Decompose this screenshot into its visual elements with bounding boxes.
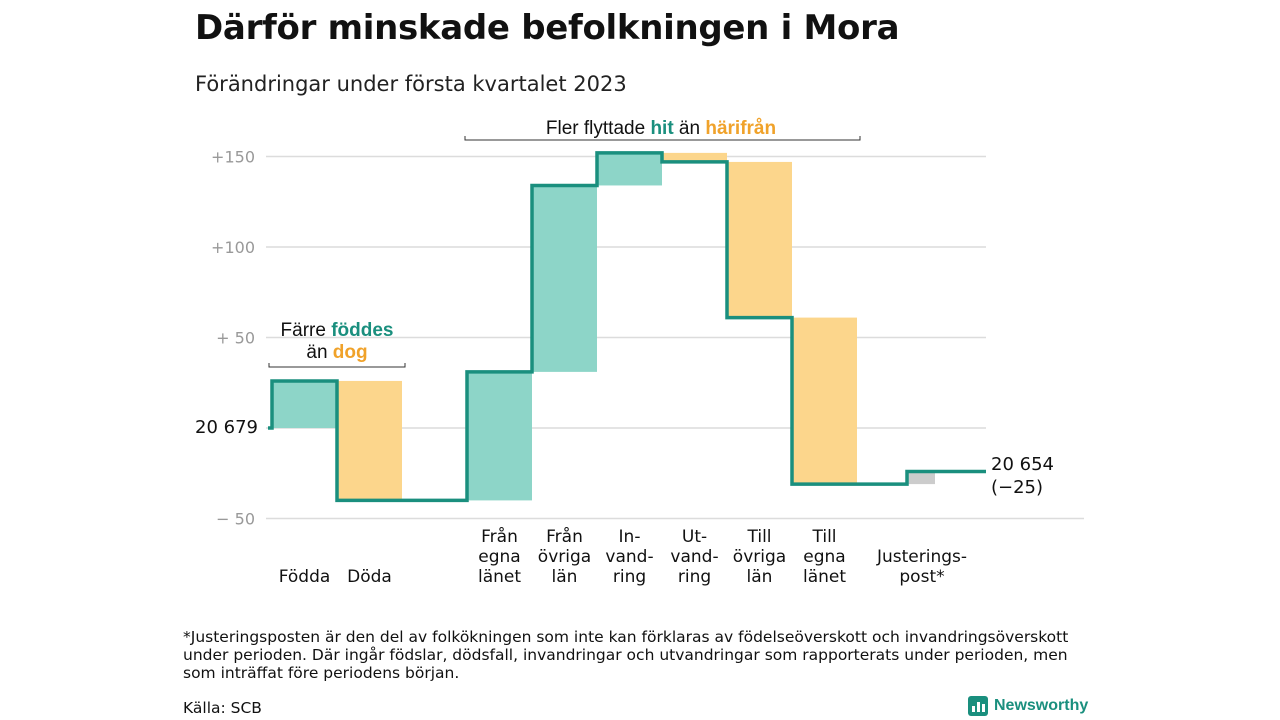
x-label-7-1: övriga: [733, 547, 786, 567]
y-tick-label-2: + 50: [216, 329, 255, 348]
x-label-5-0: In-: [619, 527, 641, 547]
x-label-8-1: egna: [803, 547, 845, 567]
x-label-0-0: Födda: [279, 567, 331, 587]
x-label-8-2: länet: [803, 567, 846, 587]
annotation-moves-part-1: hit: [650, 118, 674, 139]
annotation-moves-part-3: härifrån: [705, 118, 776, 139]
bar-5: [597, 152, 662, 186]
x-label-5-1: vand-: [605, 547, 653, 567]
chart-subtitle: Förändringar under första kvartalet 2023: [195, 72, 627, 96]
bar-6: [662, 152, 727, 162]
annotation-births-bracket: [268, 363, 406, 368]
bar-0: [272, 380, 337, 428]
x-label-5-2: ring: [613, 567, 646, 587]
bar-9: [907, 471, 935, 485]
x-label-4-1: övriga: [538, 547, 591, 567]
bar-1: [337, 380, 402, 501]
annotation-moves-bracket: [464, 136, 861, 141]
y-tick-label-1: +100: [211, 238, 255, 257]
x-label-3-1: egna: [478, 547, 520, 567]
annotation-births-line1-part-1: föddes: [331, 320, 393, 341]
annotation-moves: Fler flyttade hit än härifrån: [546, 118, 776, 139]
brand: Newsworthy: [968, 696, 1088, 716]
annotation-moves-part-2: än: [674, 118, 706, 139]
x-label-6-2: ring: [678, 567, 711, 587]
x-label-6-1: vand-: [670, 547, 718, 567]
end-value-label: 20 654: [991, 454, 1054, 475]
end-change-label: (−25): [991, 477, 1043, 498]
bar-7: [727, 161, 792, 318]
y-tick-label-0: +150: [211, 148, 255, 167]
x-label-3-0: Från: [481, 526, 518, 547]
start-value-label: 20 679: [195, 417, 258, 438]
x-label-7-0: Till: [746, 527, 771, 547]
annotation-births-line2: än dog: [306, 342, 367, 363]
brand-name: Newsworthy: [994, 697, 1089, 714]
newsworthy-logo-icon: [968, 696, 988, 716]
annotation-births-line2-part-1: dog: [333, 342, 368, 363]
bar-4: [532, 185, 597, 372]
x-label-4-0: Från: [546, 526, 583, 547]
x-label-9-1: post*: [899, 567, 944, 587]
source-label: Källa: SCB: [183, 699, 262, 717]
chart-title: Därför minskade befolkningen i Mora: [195, 8, 900, 48]
annotation-births-line2-part-0: än: [306, 342, 332, 363]
x-label-6-0: Ut-: [682, 527, 707, 547]
annotation-moves-part-0: Fler flyttade: [546, 118, 651, 139]
x-label-8-0: Till: [811, 527, 836, 547]
x-label-4-2: län: [552, 567, 578, 587]
bar-8: [792, 317, 857, 485]
x-label-3-2: länet: [478, 567, 521, 587]
footnote: *Justeringsposten är den del av folkökni…: [183, 628, 1069, 682]
annotation-births-line1: Färre föddes: [281, 320, 394, 341]
x-label-7-2: län: [747, 567, 773, 587]
x-label-9-0: Justerings-: [876, 547, 967, 567]
cumulative-step-line: [268, 151, 986, 503]
x-label-1-0: Döda: [347, 567, 392, 587]
y-tick-label-3: − 50: [216, 510, 255, 529]
annotation-births-line1-part-0: Färre: [281, 320, 332, 341]
bar-3: [467, 371, 532, 501]
